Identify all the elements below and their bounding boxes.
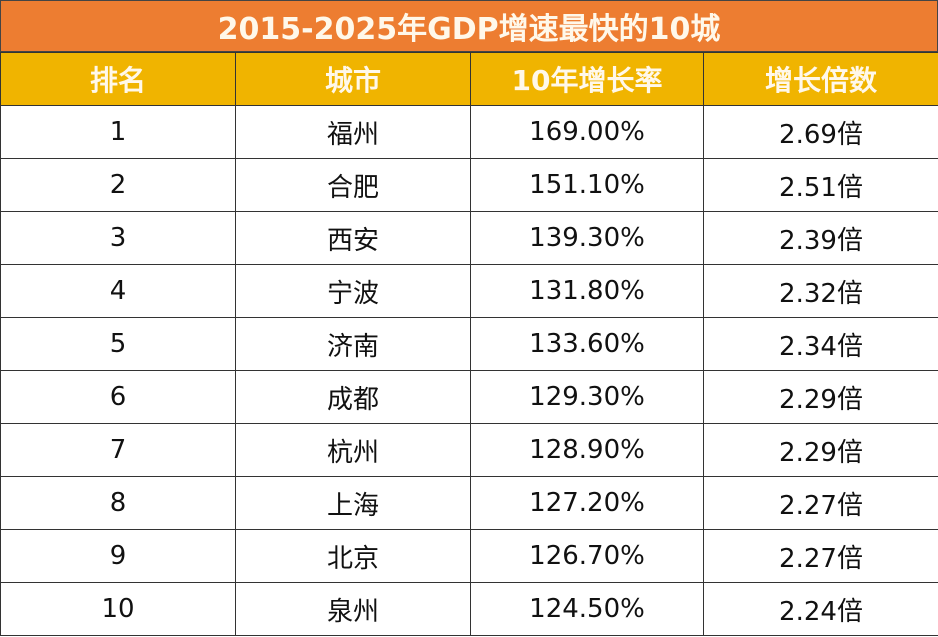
header-rank: 排名 xyxy=(0,52,236,106)
header-row: 排名 城市 10年增长率 增长倍数 xyxy=(0,52,938,106)
rank-cell: 7 xyxy=(0,423,236,477)
city-cell: 杭州 xyxy=(235,423,471,477)
city-cell: 泉州 xyxy=(235,582,471,636)
table-row: 8 上海 127.20% 2.27倍 xyxy=(0,476,938,530)
city-cell: 北京 xyxy=(235,529,471,583)
table-row: 9 北京 126.70% 2.27倍 xyxy=(0,529,938,583)
rank-cell: 8 xyxy=(0,476,236,530)
growth-rate-cell: 169.00% xyxy=(470,105,704,159)
growth-rate-cell: 139.30% xyxy=(470,211,704,265)
growth-rate-cell: 129.30% xyxy=(470,370,704,424)
growth-rate-cell: 128.90% xyxy=(470,423,704,477)
rank-cell: 4 xyxy=(0,264,236,318)
table-row: 7 杭州 128.90% 2.29倍 xyxy=(0,423,938,477)
multiple-cell: 2.69倍 xyxy=(703,105,938,159)
header-city: 城市 xyxy=(235,52,471,106)
growth-rate-cell: 131.80% xyxy=(470,264,704,318)
city-cell: 合肥 xyxy=(235,158,471,212)
gdp-table: 排名 城市 10年增长率 增长倍数 1 福州 169.00% 2.69倍 2 合肥 151.… xyxy=(0,52,938,636)
growth-rate-cell: 124.50% xyxy=(470,582,704,636)
multiple-cell: 2.39倍 xyxy=(703,211,938,265)
city-cell: 福州 xyxy=(235,105,471,159)
multiple-cell: 2.29倍 xyxy=(703,370,938,424)
multiple-cell: 2.51倍 xyxy=(703,158,938,212)
city-cell: 西安 xyxy=(235,211,471,265)
header-multiple: 增长倍数 xyxy=(703,52,938,106)
table-title: 2015-2025年GDP增速最快的10城 xyxy=(0,0,938,52)
rank-cell: 6 xyxy=(0,370,236,424)
rank-cell: 2 xyxy=(0,158,236,212)
table-row: 2 合肥 151.10% 2.51倍 xyxy=(0,158,938,212)
table-row: 6 成都 129.30% 2.29倍 xyxy=(0,370,938,424)
header-growth-rate: 10年增长率 xyxy=(470,52,704,106)
table-row: 5 济南 133.60% 2.34倍 xyxy=(0,317,938,371)
rank-cell: 1 xyxy=(0,105,236,159)
multiple-cell: 2.27倍 xyxy=(703,529,938,583)
city-cell: 上海 xyxy=(235,476,471,530)
growth-rate-cell: 126.70% xyxy=(470,529,704,583)
multiple-cell: 2.27倍 xyxy=(703,476,938,530)
city-cell: 济南 xyxy=(235,317,471,371)
table-row: 1 福州 169.00% 2.69倍 xyxy=(0,105,938,159)
table-row: 10 泉州 124.50% 2.24倍 xyxy=(0,582,938,636)
city-cell: 成都 xyxy=(235,370,471,424)
table-row: 4 宁波 131.80% 2.32倍 xyxy=(0,264,938,318)
rank-cell: 3 xyxy=(0,211,236,265)
multiple-cell: 2.32倍 xyxy=(703,264,938,318)
rank-cell: 5 xyxy=(0,317,236,371)
table-row: 3 西安 139.30% 2.39倍 xyxy=(0,211,938,265)
growth-rate-cell: 127.20% xyxy=(470,476,704,530)
multiple-cell: 2.29倍 xyxy=(703,423,938,477)
multiple-cell: 2.24倍 xyxy=(703,582,938,636)
city-cell: 宁波 xyxy=(235,264,471,318)
multiple-cell: 2.34倍 xyxy=(703,317,938,371)
rank-cell: 9 xyxy=(0,529,236,583)
growth-rate-cell: 133.60% xyxy=(470,317,704,371)
growth-rate-cell: 151.10% xyxy=(470,158,704,212)
rank-cell: 10 xyxy=(0,582,236,636)
